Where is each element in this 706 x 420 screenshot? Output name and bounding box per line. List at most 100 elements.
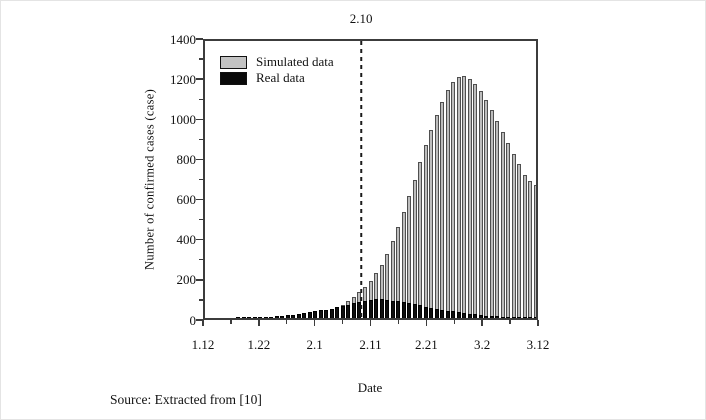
simulated-data-bar — [484, 100, 489, 318]
simulated-data-bar — [418, 161, 423, 318]
simulated-data-bar — [445, 90, 450, 318]
x-minor-tick — [230, 320, 232, 324]
simulated-data-bar — [534, 185, 536, 318]
simulated-data-bar — [385, 253, 390, 318]
y-tick-label: 600 — [176, 192, 197, 208]
real-data-bar — [302, 313, 307, 318]
real-data-bar — [396, 301, 401, 318]
real-data-bar — [285, 315, 290, 318]
legend-label-simulated: Simulated data — [256, 54, 334, 69]
real-data-bar — [528, 317, 533, 318]
simulated-data-bar — [528, 180, 533, 318]
dashed-line-label: 2.10 — [349, 11, 373, 26]
simulated-data-bar — [456, 76, 461, 318]
y-tick-label: 1000 — [170, 111, 196, 127]
real-data-bar — [269, 316, 274, 318]
real-data-bar — [318, 310, 323, 318]
simulated-data-bar — [396, 227, 401, 318]
real-data-bar — [362, 300, 367, 318]
real-data-bar — [522, 317, 527, 318]
real-data-bar — [407, 303, 412, 318]
x-minor-tick — [286, 320, 288, 324]
real-data-bar — [335, 307, 340, 318]
real-data-swatch-icon — [220, 71, 247, 85]
real-data-bar — [473, 314, 478, 318]
real-data-bar — [307, 312, 312, 318]
plot-area: Simulated data Real data — [203, 39, 538, 320]
y-tick-label: 400 — [176, 232, 197, 248]
x-tick-label: 2.1 — [306, 337, 323, 352]
real-data-bar — [484, 315, 489, 318]
y-major-tick — [196, 279, 203, 281]
simulated-data-bar — [440, 102, 445, 318]
x-major-tick — [537, 320, 539, 326]
simulated-data-bar — [407, 196, 412, 318]
y-major-tick — [196, 238, 203, 241]
y-major-tick — [196, 78, 203, 80]
simulated-data-bar — [390, 240, 395, 318]
real-data-bar — [379, 299, 384, 318]
simulated-data-bar — [506, 142, 511, 318]
simulated-data-bar — [489, 110, 494, 318]
real-data-bar — [313, 311, 318, 318]
simulated-data-bar — [401, 212, 406, 318]
simulated-data-bar — [473, 83, 478, 318]
real-data-bar — [263, 317, 268, 318]
real-data-bar — [252, 317, 257, 318]
real-data-bar — [324, 309, 329, 318]
simulated-data-bar — [412, 179, 417, 318]
x-major-tick — [369, 320, 372, 326]
x-tick-label: 1.12 — [191, 337, 215, 352]
y-major-tick — [196, 118, 203, 121]
real-data-bar — [280, 316, 285, 318]
x-major-tick — [481, 320, 483, 326]
x-axis-title: Date — [357, 380, 383, 395]
real-data-bar — [247, 317, 252, 318]
real-data-bar — [368, 299, 373, 318]
real-data-bar — [462, 313, 467, 318]
x-major-tick — [425, 320, 428, 326]
x-tick-label: 2.21 — [414, 337, 438, 352]
source-note: Source: Extracted from [10] — [110, 392, 262, 407]
y-tick-label: 200 — [176, 272, 197, 288]
x-tick-label: 2.11 — [359, 337, 382, 352]
x-tick-label: 1.22 — [247, 337, 271, 352]
real-data-bar — [236, 317, 241, 318]
y-major-tick — [196, 158, 203, 161]
real-data-bar — [511, 317, 516, 318]
y-tick-label: 0 — [189, 312, 197, 328]
simulated-data-bar — [423, 144, 428, 318]
real-data-bar — [274, 316, 279, 318]
real-data-bar — [506, 317, 511, 318]
x-minor-tick — [397, 320, 399, 324]
x-tick-label: 3.2 — [474, 337, 491, 352]
real-data-bar — [401, 302, 406, 318]
real-data-bar — [456, 312, 461, 318]
real-data-bar — [291, 314, 296, 318]
x-major-tick — [258, 320, 260, 326]
y-tick-label: 1200 — [170, 71, 196, 87]
y-major-tick — [196, 38, 203, 40]
bars-layer — [205, 41, 536, 318]
real-data-bar — [489, 316, 494, 318]
real-data-bar — [517, 317, 522, 318]
simulated-data-bar — [368, 281, 373, 318]
simulated-data-bar — [522, 174, 527, 318]
simulated-data-bar — [500, 132, 505, 318]
x-minor-tick — [453, 320, 455, 324]
real-data-bar — [346, 304, 351, 318]
simulated-data-bar — [462, 75, 467, 318]
real-data-bar — [412, 304, 417, 318]
real-data-bar — [351, 302, 356, 318]
real-data-bar — [434, 308, 439, 318]
real-data-bar — [534, 317, 536, 318]
real-data-bar — [445, 310, 450, 318]
x-major-tick — [202, 320, 204, 326]
legend-entry-real: Real data — [220, 71, 334, 85]
simulated-data-bar — [434, 115, 439, 318]
real-data-bar — [374, 299, 379, 318]
real-data-bar — [390, 300, 395, 318]
x-major-tick — [313, 320, 316, 326]
simulated-data-bar — [467, 78, 472, 318]
